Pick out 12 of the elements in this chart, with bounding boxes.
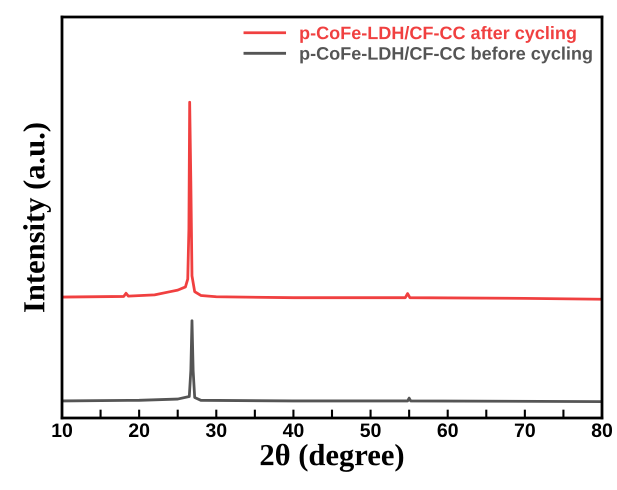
x-axis-title: 2θ (degree) [260, 444, 404, 472]
x-tick-label: 60 [438, 423, 458, 438]
x-tick-label: 50 [360, 423, 381, 438]
y-axis-title: Intensity (a.u.) [23, 123, 51, 312]
legend-label: p-CoFe-LDH/CF-CC before cycling [300, 46, 592, 64]
x-tick-label: 20 [129, 423, 150, 438]
x-tick-label: 10 [52, 423, 72, 438]
x-tick-label: 80 [592, 423, 612, 438]
x-tick-label: 70 [514, 423, 535, 438]
x-tick-label: 40 [282, 423, 304, 438]
x-tick-label: 30 [206, 423, 226, 438]
legend-label: p-CoFe-LDH/CF-CC after cycling [300, 26, 576, 43]
